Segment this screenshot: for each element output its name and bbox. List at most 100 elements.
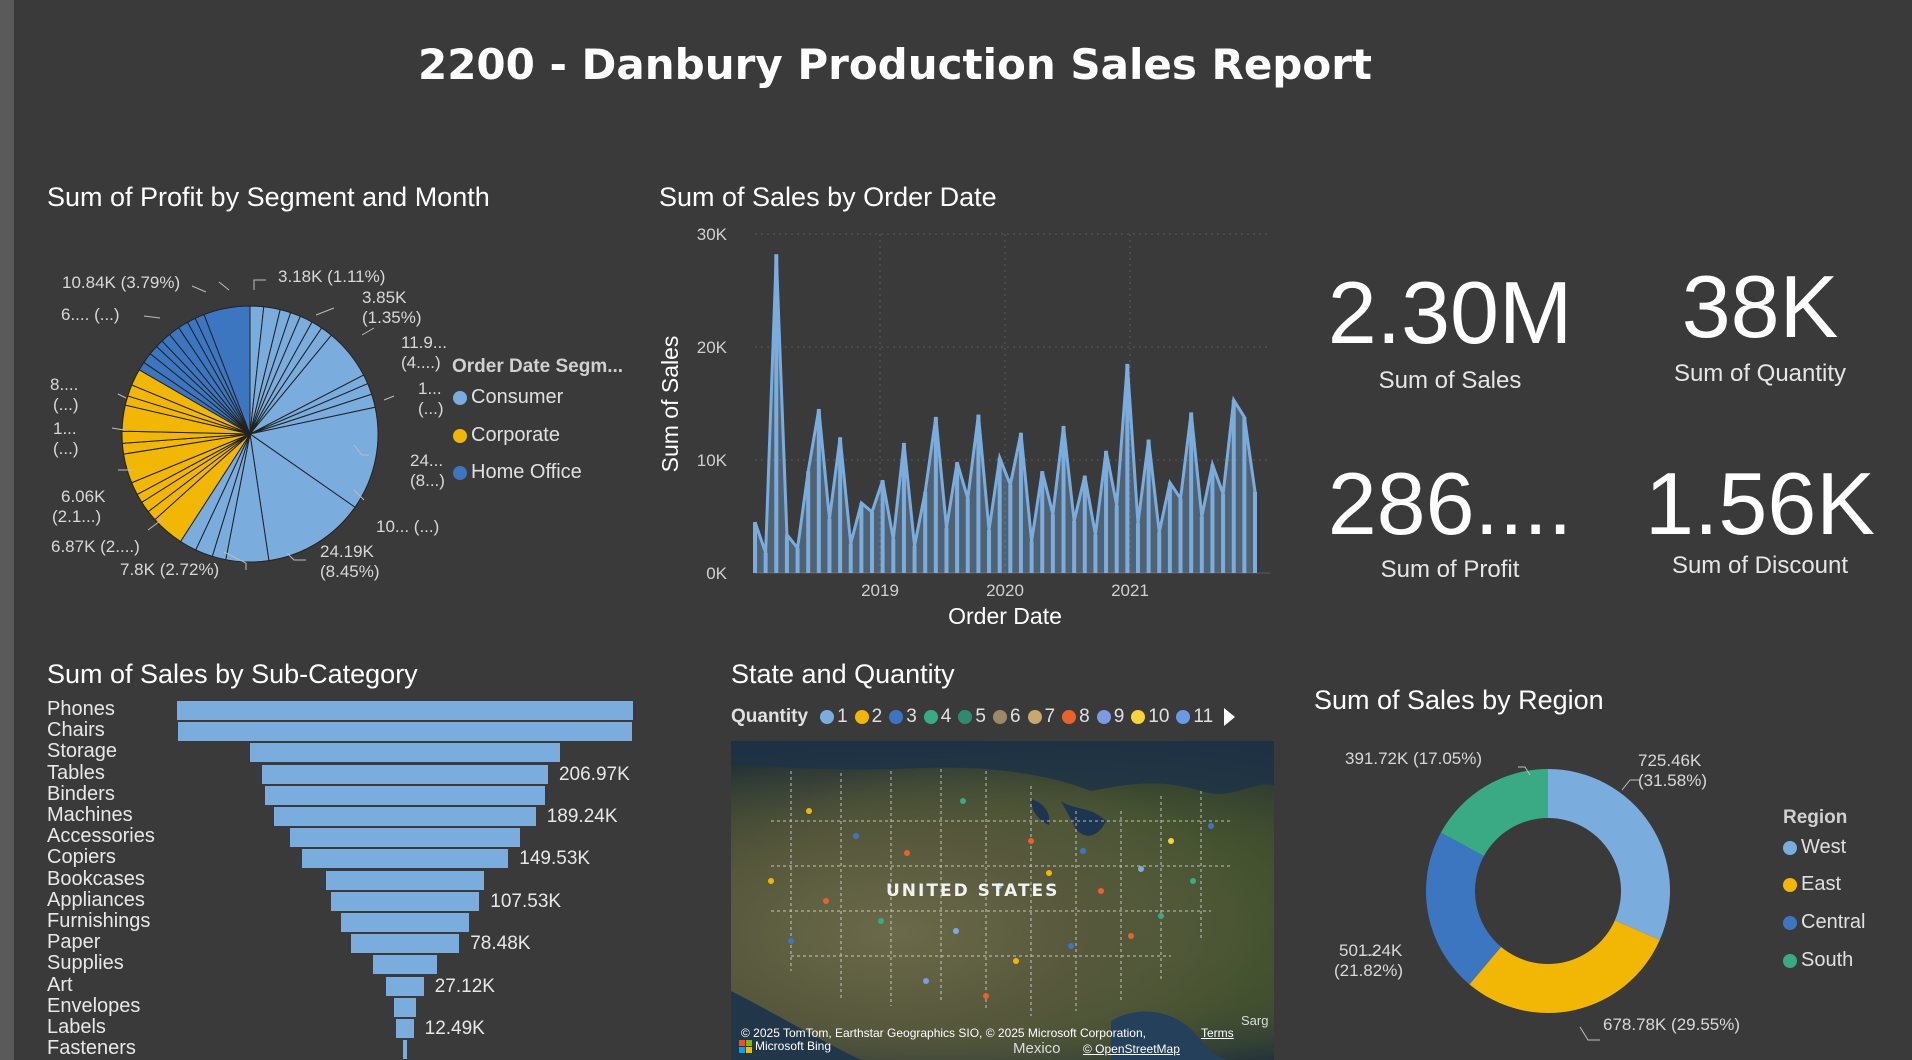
kpi-sales-value: 2.30M xyxy=(1327,263,1573,362)
pie-label: 3.18K (1.11%) xyxy=(278,267,386,286)
subcategory-bar[interactable] xyxy=(393,997,417,1017)
sales-area-fill xyxy=(755,254,1255,573)
y-tick: 10K xyxy=(697,451,728,470)
map-country-label: UNITED STATES xyxy=(886,881,1060,901)
legend-dot xyxy=(453,428,467,443)
legend-item-corporate[interactable]: Corporate xyxy=(453,424,560,447)
left-edge-bar xyxy=(0,0,14,1060)
x-axis-label: Order Date xyxy=(948,603,1062,629)
region-donut-chart[interactable] xyxy=(1300,740,1720,1060)
pie-label: (1.35%) xyxy=(362,308,422,327)
quantity-legend-item[interactable]: 2 xyxy=(854,706,882,728)
subcategory-label: Labels xyxy=(47,1016,106,1038)
lake-michigan-shape xyxy=(1031,799,1050,825)
legend-item-consumer[interactable]: Consumer xyxy=(453,386,563,409)
pie-label: 24... xyxy=(410,451,444,470)
region-title: Sum of Sales by Region xyxy=(1314,685,1604,715)
subcategory-label: Art xyxy=(47,973,73,996)
subcategory-bar[interactable] xyxy=(301,849,509,869)
legend-next-icon[interactable] xyxy=(1224,708,1236,726)
legend-dot xyxy=(1131,710,1146,724)
profit-pie-title: Sum of Profit by Segment and Month xyxy=(47,182,490,212)
legend-item-south[interactable]: South xyxy=(1783,949,1853,972)
legend-dot xyxy=(1096,710,1111,724)
legend-label: Corporate xyxy=(471,424,560,446)
legend-item-central[interactable]: Central xyxy=(1783,911,1865,934)
subcategory-bar[interactable] xyxy=(178,722,632,742)
map-credit: © 2025 TomTom, Earthstar Geographics SIO… xyxy=(741,1026,1146,1040)
kpi-profit-value: 286.... xyxy=(1327,454,1573,553)
state-borders xyxy=(771,769,1231,1016)
profit-pie-chart[interactable] xyxy=(14,260,454,590)
subcategory-label: Machines xyxy=(47,804,133,826)
map-canada-region xyxy=(731,741,1274,794)
subcategory-bar[interactable] xyxy=(274,807,536,826)
quantity-legend-item[interactable]: 6 xyxy=(992,706,1021,728)
subcategory-title: Sum of Sales by Sub-Category xyxy=(47,659,418,689)
quantity-legend-title: Quantity xyxy=(731,706,809,727)
subcategory-value-label: 107.53K xyxy=(490,890,562,912)
subcategory-label: Copiers xyxy=(47,846,116,869)
osm-link[interactable]: © OpenStreetMap xyxy=(1083,1042,1180,1056)
pie-label: (...) xyxy=(53,395,79,414)
subcategory-bar[interactable] xyxy=(396,1019,414,1038)
gulf-shape xyxy=(1111,1011,1231,1060)
kpi-profit-label: Sum of Profit xyxy=(1380,556,1520,583)
legend-item-home-office[interactable]: Home Office xyxy=(453,461,582,484)
subcategory-bar[interactable] xyxy=(289,828,521,848)
subcategory-bar[interactable] xyxy=(325,870,485,890)
quantity-legend-item[interactable]: 3 xyxy=(889,706,917,728)
legend-label: 7 xyxy=(1044,706,1056,727)
quantity-legend-item[interactable]: 7 xyxy=(1027,706,1056,728)
subcategory-value-label: 78.48K xyxy=(470,933,531,955)
subcategory-bar[interactable] xyxy=(330,891,480,911)
subcategory-value-label: 149.53K xyxy=(519,848,591,870)
quantity-legend-item[interactable]: 9 xyxy=(1096,706,1124,728)
x-tick: 2021 xyxy=(1111,581,1149,600)
legend-label: 10 xyxy=(1148,706,1170,727)
subcategory-bar[interactable] xyxy=(264,785,546,805)
y-tick: 20K xyxy=(697,338,728,357)
legend-label: Home Office xyxy=(471,461,582,483)
donut-slice-south xyxy=(1440,769,1548,857)
legend-item-west[interactable]: West xyxy=(1783,836,1846,859)
kpi-quantity-value: 38K xyxy=(1681,257,1839,356)
subcategory-bar[interactable] xyxy=(250,743,560,763)
region-label-west: 725.46K xyxy=(1638,751,1702,770)
pie-label: (8.45%) xyxy=(320,562,380,581)
legend-label: 3 xyxy=(906,706,917,727)
profit-pie-slices xyxy=(121,305,379,563)
subcategory-bar[interactable] xyxy=(262,764,548,784)
quantity-legend-item[interactable]: 11 xyxy=(1176,706,1213,728)
subcategory-label: Bookcases xyxy=(47,867,145,890)
subcategory-label: Furnishings xyxy=(47,910,151,932)
y-tick: 30K xyxy=(697,225,728,244)
subcategory-bar[interactable] xyxy=(350,934,460,954)
region-leader-lines xyxy=(1360,766,1640,1041)
state-map-title: State and Quantity xyxy=(731,659,955,689)
subcategory-bar[interactable] xyxy=(402,1040,408,1060)
subcategory-label: Supplies xyxy=(47,952,124,975)
legend-label: 6 xyxy=(1009,706,1021,727)
pie-label: 6.... (...) xyxy=(61,305,120,324)
legend-dot xyxy=(1783,877,1797,892)
bing-badge: Microsoft Bing xyxy=(739,1039,831,1053)
pie-label: (...) xyxy=(418,399,444,418)
subcategory-bar[interactable] xyxy=(373,955,437,975)
quantity-legend-item[interactable]: 5 xyxy=(958,706,986,728)
legend-item-east[interactable]: East xyxy=(1783,873,1841,896)
subcategory-bar[interactable] xyxy=(341,913,469,932)
quantity-legend-item[interactable]: 10 xyxy=(1131,706,1169,728)
legend-dot xyxy=(923,710,938,724)
quantity-legend-item[interactable]: 8 xyxy=(1062,706,1090,728)
sales-line-chart[interactable]: 30K 20K 10K 0K 2019 2020 2021 Order Date… xyxy=(650,220,1280,630)
donut-slice-east xyxy=(1469,920,1660,1013)
profit-pie-leader-lines xyxy=(111,279,395,570)
map-terms-link[interactable]: Terms xyxy=(1201,1026,1234,1040)
us-map[interactable]: UNITED STATES Mexico Sarg © 2025 TomTom,… xyxy=(731,741,1274,1060)
quantity-legend-item[interactable]: 1 xyxy=(820,706,848,728)
pie-label: 10... (...) xyxy=(376,517,440,536)
subcategory-bar[interactable] xyxy=(177,701,633,720)
subcategory-bar[interactable] xyxy=(386,976,424,996)
quantity-legend-item[interactable]: 4 xyxy=(923,706,951,728)
